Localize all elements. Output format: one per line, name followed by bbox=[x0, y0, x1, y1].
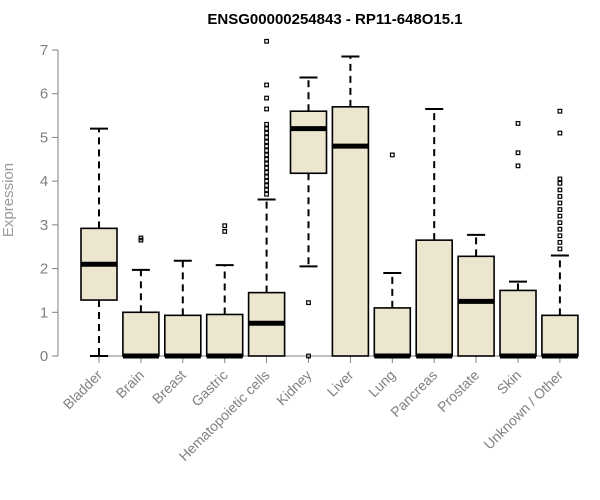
box-lung bbox=[373, 152, 412, 359]
box-bladder bbox=[80, 127, 118, 357]
outlier-point bbox=[264, 130, 269, 136]
box-unknown-other bbox=[541, 108, 579, 359]
box-iqr bbox=[457, 255, 495, 357]
outlier-point bbox=[264, 183, 269, 188]
outlier-point bbox=[264, 95, 269, 101]
outlier-point bbox=[264, 161, 269, 167]
outlier-point bbox=[264, 143, 269, 149]
box-skin bbox=[499, 121, 537, 359]
box-liver bbox=[331, 55, 370, 357]
outlier-point bbox=[264, 187, 269, 193]
x-tick-label: Pancreas bbox=[387, 367, 440, 420]
outlier-point bbox=[557, 108, 563, 114]
outlier-point bbox=[264, 38, 269, 44]
box-iqr bbox=[499, 289, 537, 357]
y-tick-label: 4 bbox=[40, 173, 48, 190]
box-iqr bbox=[415, 239, 454, 357]
box-iqr bbox=[122, 311, 160, 357]
x-tick-label: Bladder bbox=[60, 367, 106, 413]
x-tick-label: Breast bbox=[149, 367, 189, 407]
outlier-point bbox=[264, 170, 269, 175]
outlier-point bbox=[557, 246, 563, 252]
outlier-point bbox=[306, 300, 311, 306]
x-tick-label: Liver bbox=[324, 367, 357, 400]
outlier-point bbox=[264, 152, 269, 158]
x-tick-label: Kidney bbox=[273, 367, 315, 409]
y-tick-label: 6 bbox=[40, 86, 48, 103]
outlier-point bbox=[389, 152, 395, 158]
outlier-point bbox=[264, 165, 269, 171]
box-kidney bbox=[289, 76, 328, 359]
x-tick-label: Brain bbox=[113, 367, 147, 401]
box-iqr bbox=[164, 314, 202, 357]
outlier-point bbox=[264, 156, 269, 162]
outlier-point bbox=[264, 148, 269, 153]
x-tick-label: Skin bbox=[494, 367, 525, 398]
x-tick-label: Prostate bbox=[434, 367, 482, 415]
chart-title: ENSG00000254843 - RP11-648O15.1 bbox=[207, 11, 462, 28]
outlier-point bbox=[222, 229, 228, 234]
outlier-point bbox=[557, 239, 563, 245]
outlier-point bbox=[557, 194, 563, 199]
outlier-point bbox=[557, 207, 563, 212]
y-tick-label: 5 bbox=[40, 129, 48, 146]
box-gastric bbox=[205, 223, 244, 359]
box-pancreas bbox=[415, 108, 454, 359]
box-brain bbox=[122, 235, 160, 359]
outlier-point bbox=[264, 106, 269, 112]
outlier-point bbox=[264, 126, 269, 132]
x-tick-label: Unknown / Other bbox=[480, 367, 566, 453]
boxes bbox=[80, 38, 579, 359]
x-tick-label: Lung bbox=[365, 367, 398, 400]
y-tick-label: 7 bbox=[40, 42, 48, 59]
outlier-point bbox=[557, 213, 563, 219]
outlier-point bbox=[264, 135, 269, 140]
outlier-point bbox=[557, 187, 563, 193]
box-iqr bbox=[205, 313, 244, 357]
box-breast bbox=[164, 259, 202, 359]
outlier-point bbox=[264, 174, 269, 180]
outlier-point bbox=[515, 121, 521, 126]
box-prostate bbox=[457, 233, 495, 357]
y-axis-label: Expression bbox=[0, 163, 17, 237]
outlier-point bbox=[515, 150, 521, 156]
box-iqr bbox=[289, 110, 328, 175]
outlier-point bbox=[557, 176, 563, 182]
outlier-point bbox=[515, 163, 521, 169]
outlier-point bbox=[264, 191, 269, 197]
box-hematopoietic-cells bbox=[247, 38, 286, 357]
outlier-point bbox=[264, 82, 269, 88]
outlier-point bbox=[557, 220, 563, 226]
outlier-point bbox=[557, 180, 563, 186]
outlier-point bbox=[557, 226, 563, 232]
outlier-point bbox=[264, 178, 269, 184]
outlier-point bbox=[264, 139, 269, 145]
outlier-point bbox=[264, 121, 269, 127]
outlier-point bbox=[557, 130, 563, 136]
y-tick-label: 3 bbox=[40, 217, 48, 234]
box-iqr bbox=[373, 307, 412, 357]
y-tick-label: 2 bbox=[40, 261, 48, 278]
box-iqr bbox=[541, 314, 579, 357]
outlier-point bbox=[557, 233, 563, 239]
outlier-point bbox=[306, 353, 311, 359]
outlier-point bbox=[222, 223, 228, 229]
y-tick-label: 1 bbox=[40, 304, 48, 321]
outlier-point bbox=[138, 235, 144, 241]
outlier-point bbox=[557, 200, 563, 206]
y-tick-label: 0 bbox=[40, 348, 48, 365]
